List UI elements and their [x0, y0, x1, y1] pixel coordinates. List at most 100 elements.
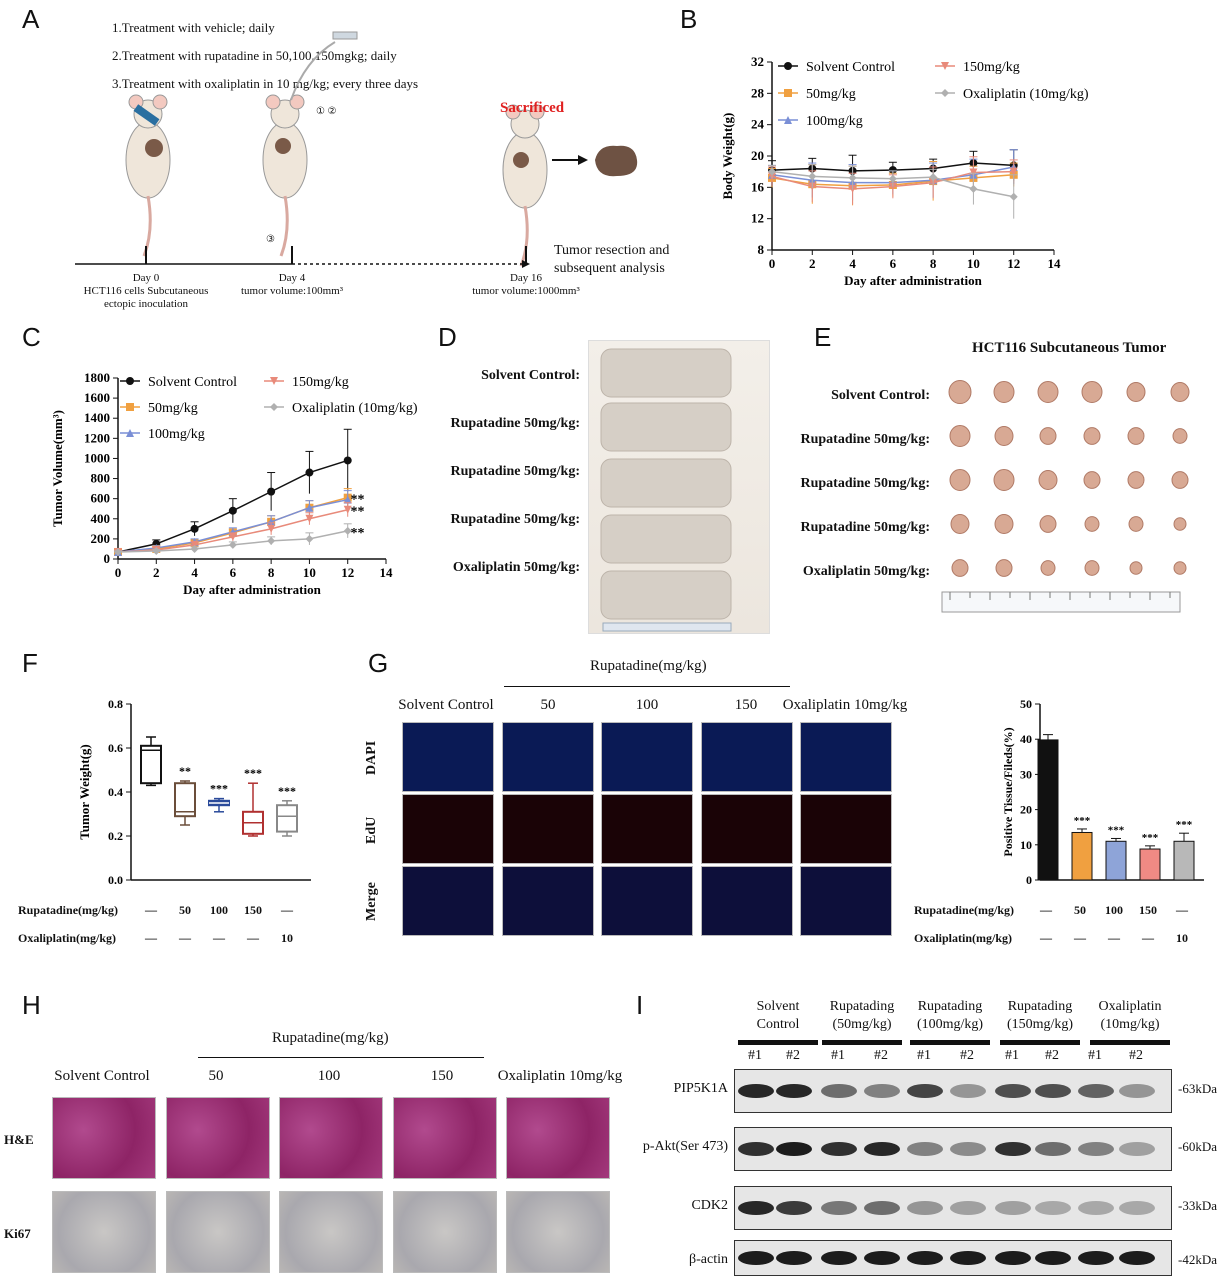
timeline-line: Day 4 [278, 272, 306, 284]
y-tick-label: 1000 [84, 450, 110, 465]
data-point [343, 505, 352, 514]
blot-size-label: -42kDa [1178, 1252, 1217, 1267]
mouse-3 [502, 104, 548, 267]
histology-column-label: Solvent Control [54, 1068, 150, 1084]
blot-band [864, 1142, 900, 1156]
blot-band [950, 1201, 986, 1215]
edu-image [402, 722, 494, 792]
data-point [929, 173, 938, 182]
blot-band [864, 1201, 900, 1215]
blot-band [1035, 1251, 1071, 1265]
panel-h-group-line [198, 1057, 484, 1058]
blot-protein-label: β-actin [689, 1252, 728, 1267]
blot-band [864, 1084, 900, 1098]
data-point [848, 173, 857, 182]
timeline-line: tumor volume:1000mm³ [472, 285, 580, 297]
blot-size-label: -63kDa [1178, 1081, 1217, 1096]
blot-band [1119, 1142, 1155, 1156]
edu-column-label: 150 [734, 697, 758, 713]
blot-band [864, 1251, 900, 1265]
blot-band [995, 1142, 1031, 1156]
significance-mark: *** [1142, 832, 1159, 844]
y-tick-label: 16 [751, 179, 765, 194]
legend-entry: Solvent Control [806, 60, 895, 75]
lane-label: #2 [786, 1048, 800, 1063]
positive-tissue-bar-chart: 0 10 20 30 40 50 Positive Tissue/Fileds(%) *** *… [1001, 697, 1204, 887]
data-point [267, 517, 276, 526]
marker-3: ③ [266, 234, 275, 245]
blot-protein-label: p-Akt(Ser 473) [642, 1139, 728, 1154]
data-point [888, 174, 897, 183]
y-tick-label: 800 [91, 471, 111, 486]
edu-column-label: 100 [635, 697, 659, 713]
tumor [995, 559, 1013, 577]
data-point [228, 506, 237, 515]
ki67-image [392, 1191, 497, 1273]
timeline-label: Day 4 tumor volume:100mm³ [202, 272, 382, 298]
treatment-step: 2.Treatment with rupatadine in 50,100,15… [112, 48, 397, 63]
data-point [1009, 192, 1018, 201]
blot-band [1119, 1201, 1155, 1215]
oxaliplatin-dose-cell: — [145, 931, 157, 945]
x-tick-label: 2 [809, 256, 816, 271]
x-axis-label: Day after administration [183, 582, 321, 597]
data-point [768, 167, 776, 176]
data-point [343, 456, 352, 465]
y-tick-label: 1400 [84, 410, 110, 425]
blot-band [907, 1251, 943, 1265]
edu-image [402, 866, 494, 936]
bar-1: *** [1071, 815, 1093, 881]
legend-entry: 50mg/kg [806, 87, 856, 102]
y-axis-label: Tumor Weight(g) [77, 744, 92, 839]
tumor [1172, 428, 1188, 444]
tumor-group-label: Rupatadine 50mg/kg: [800, 476, 930, 491]
rupatadine-dose-label: Rupatadine(mg/kg) [914, 903, 1015, 917]
bar [1173, 840, 1195, 881]
panel-label-b: B [680, 4, 698, 34]
series-4 [114, 523, 352, 556]
rupatadine-dose-cell: 150 [244, 903, 262, 917]
data-point [228, 532, 237, 541]
bar [1105, 840, 1127, 881]
y-tick-label: 1200 [84, 430, 110, 445]
mouse-group-label: Rupatadine 50mg/kg: [450, 512, 580, 527]
bar [1139, 848, 1161, 881]
oxaliplatin-dose-cell: — [213, 931, 225, 945]
legend-entry: Solvent Control [148, 375, 237, 390]
tumor-group-label: Oxaliplatin 50mg/kg: [802, 564, 930, 579]
tumor [949, 425, 971, 447]
blot-group-line: Rupatading [1007, 999, 1073, 1014]
y-tick-label: 20 [1020, 803, 1032, 817]
y-tick-label: 0.0 [108, 873, 123, 887]
blot-membrane [734, 1069, 1172, 1113]
significance-mark: ** [350, 505, 364, 520]
blot-band [1078, 1084, 1114, 1098]
x-tick-label: 14 [1048, 256, 1062, 271]
y-tick-label: 12 [751, 211, 764, 226]
panel-label-a: A [22, 4, 40, 34]
y-tick-label: 8 [758, 242, 765, 257]
blot-group-bar [738, 1040, 818, 1045]
edu-image [700, 866, 793, 936]
x-axis-label: Day after administration [844, 273, 982, 288]
data-point [305, 503, 314, 512]
box-2: *** [208, 782, 230, 813]
tumor [1040, 560, 1056, 576]
lane-label: #2 [874, 1048, 888, 1063]
blot-band [1119, 1084, 1155, 1098]
rupatadine-dose-cell: — [145, 903, 157, 917]
data-point [305, 534, 314, 543]
blot-group-label: Solvent Control [723, 998, 833, 1034]
treatment-steps: 1.Treatment with vehicle; daily 2.Treatme… [112, 14, 418, 98]
blot-membrane [734, 1240, 1172, 1276]
ki67-image [279, 1191, 383, 1273]
tumor [1127, 471, 1145, 489]
x-tick-label: 8 [268, 565, 275, 580]
significance-mark: ** [179, 764, 191, 778]
y-tick-label: 1600 [84, 390, 110, 405]
y-tick-label: 0 [104, 551, 111, 566]
data-point [152, 546, 161, 555]
mouse-group-label: Solvent Control: [481, 368, 580, 383]
mouse-group-label: Rupatadine 50mg/kg: [450, 416, 580, 431]
x-tick-label: 6 [230, 565, 237, 580]
